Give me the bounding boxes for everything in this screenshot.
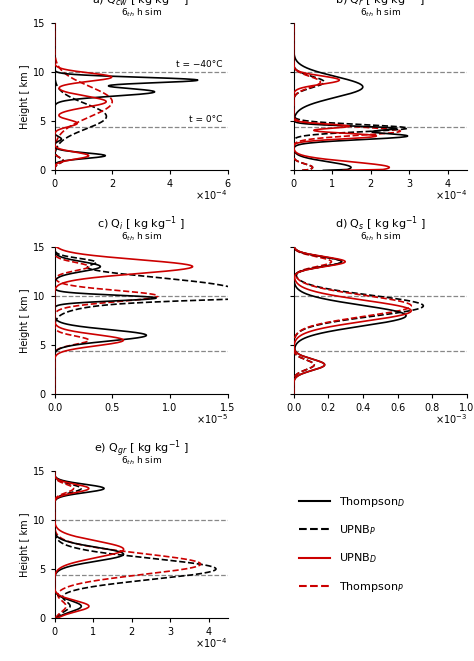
Title: c) Q$_{i}$ [ kg kg$^{-1}$ ]: c) Q$_{i}$ [ kg kg$^{-1}$ ]	[97, 214, 185, 233]
Text: $6_{th}$ h sim: $6_{th}$ h sim	[360, 231, 401, 243]
Title: d) Q$_{s}$ [ kg kg$^{-1}$ ]: d) Q$_{s}$ [ kg kg$^{-1}$ ]	[335, 214, 426, 233]
Y-axis label: Height [ km ]: Height [ km ]	[20, 512, 30, 576]
Text: t = −40°C: t = −40°C	[176, 60, 223, 69]
Text: $6_{th}$ h sim: $6_{th}$ h sim	[120, 455, 162, 467]
Title: b) Q$_{r}$ [ kg kg$^{-1}$ ]: b) Q$_{r}$ [ kg kg$^{-1}$ ]	[335, 0, 425, 9]
Legend: Thompson$_D$, UPNB$_P$, UPNB$_D$, Thompson$_P$: Thompson$_D$, UPNB$_P$, UPNB$_D$, Thomps…	[299, 495, 405, 594]
Text: $\times10^{-4}$: $\times10^{-4}$	[195, 188, 228, 202]
Text: $6_{th}$ h sim: $6_{th}$ h sim	[120, 231, 162, 243]
Text: $6_{th}$ h sim: $6_{th}$ h sim	[360, 7, 401, 19]
Title: e) Q$_{gr}$ [ kg kg$^{-1}$ ]: e) Q$_{gr}$ [ kg kg$^{-1}$ ]	[94, 438, 189, 459]
Text: t = 0°C: t = 0°C	[189, 115, 223, 124]
Text: $\times10^{-4}$: $\times10^{-4}$	[195, 636, 228, 650]
Y-axis label: Height [ km ]: Height [ km ]	[20, 65, 30, 129]
Text: $6_{th}$ h sim: $6_{th}$ h sim	[120, 7, 162, 19]
Text: $\times10^{-3}$: $\times10^{-3}$	[435, 412, 467, 426]
Text: $\times10^{-5}$: $\times10^{-5}$	[196, 412, 228, 426]
Text: $\times10^{-4}$: $\times10^{-4}$	[435, 188, 467, 202]
Title: a) Q$_{cw}$ [ kg kg$^{-1}$ ]: a) Q$_{cw}$ [ kg kg$^{-1}$ ]	[92, 0, 190, 9]
Y-axis label: Height [ km ]: Height [ km ]	[20, 288, 30, 353]
